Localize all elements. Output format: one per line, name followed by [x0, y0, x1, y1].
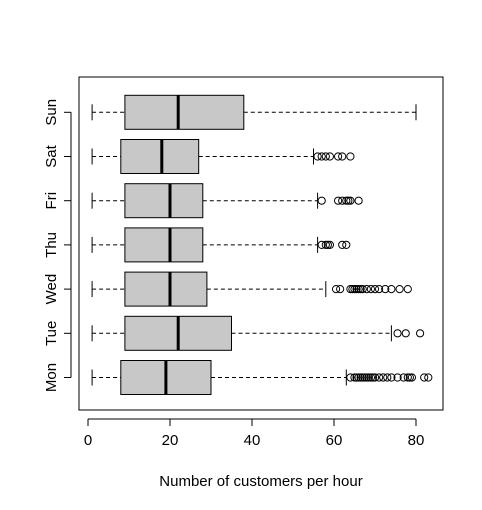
- outlier-point: [346, 152, 355, 161]
- outlier-point: [323, 240, 332, 249]
- x-tick-label: 40: [244, 432, 261, 449]
- outlier-point: [321, 240, 330, 249]
- outlier-point: [399, 373, 408, 382]
- x-tick-label: 80: [408, 432, 425, 449]
- y-tick-label: Wed: [43, 274, 60, 305]
- outlier-point: [356, 373, 365, 382]
- outlier-point: [393, 373, 402, 382]
- outlier-point: [336, 285, 345, 294]
- outlier-point: [358, 373, 367, 382]
- outlier-point: [387, 373, 396, 382]
- box-tue: [91, 315, 425, 351]
- box-iqr: [124, 183, 204, 219]
- box-iqr: [120, 139, 200, 174]
- outlier-point: [360, 373, 369, 382]
- outlier-point: [370, 373, 380, 382]
- outlier-point: [366, 373, 375, 382]
- box-iqr: [124, 271, 208, 307]
- box-wed: [91, 271, 412, 307]
- box-thu: [91, 227, 351, 263]
- box-iqr: [124, 94, 245, 130]
- outlier-point: [338, 196, 347, 205]
- outlier-point: [317, 152, 326, 161]
- outlier-point: [352, 285, 361, 294]
- outlier-point: [346, 373, 355, 382]
- outlier-point: [344, 196, 353, 205]
- outlier-point: [334, 196, 343, 205]
- outlier-point: [364, 373, 373, 382]
- plot-frame: [78, 76, 444, 411]
- x-tick-label: 20: [162, 432, 179, 449]
- outlier-point: [375, 285, 384, 294]
- outlier-point: [346, 196, 355, 205]
- y-tick-label: Fri: [43, 192, 60, 210]
- outlier-point: [342, 196, 351, 205]
- outlier-point: [366, 285, 375, 294]
- outlier-point: [317, 196, 326, 205]
- outlier-point: [350, 285, 359, 294]
- box-sat: [91, 139, 355, 174]
- box-fri: [91, 183, 363, 219]
- outlier-point: [334, 152, 343, 161]
- outlier-point: [381, 285, 390, 294]
- outlier-point: [375, 373, 384, 382]
- y-tick-label: Mon: [43, 363, 60, 392]
- box-sun: [91, 94, 417, 130]
- outlier-point: [317, 240, 326, 249]
- outlier-point: [370, 285, 380, 294]
- outlier-point: [362, 373, 371, 382]
- y-tick-label: Tue: [43, 321, 60, 346]
- x-axis: 0 20 40 60 80: [84, 418, 425, 449]
- y-axis: Mon Tue Wed Thu Fri Sat Sun: [43, 99, 72, 392]
- x-tick-label: 60: [326, 432, 343, 449]
- outlier-point: [387, 285, 396, 294]
- outlier-point: [420, 373, 429, 382]
- outlier-point: [350, 373, 359, 382]
- outlier-point: [346, 285, 355, 294]
- outlier-point: [368, 373, 378, 382]
- outlier-point: [348, 285, 357, 294]
- y-tick-label: Sat: [43, 144, 60, 167]
- outlier-point: [313, 152, 322, 161]
- outlier-point: [405, 373, 414, 382]
- outlier-point: [403, 373, 412, 382]
- outlier-point: [395, 285, 404, 294]
- outlier-point: [342, 240, 351, 249]
- x-axis-title: Number of customers per hour: [159, 473, 362, 490]
- x-tick-label: 0: [84, 432, 92, 449]
- outlier-point: [356, 285, 365, 294]
- box-mon: [91, 360, 433, 395]
- outlier-point: [424, 373, 433, 382]
- boxes-layer: [91, 94, 433, 395]
- outlier-point: [401, 329, 410, 338]
- outlier-point: [379, 373, 388, 382]
- outlier-point: [321, 152, 330, 161]
- outlier-point: [352, 373, 361, 382]
- outlier-point: [358, 285, 367, 294]
- outlier-point: [383, 373, 392, 382]
- box-iqr: [124, 227, 204, 263]
- y-tick-label: Thu: [43, 232, 60, 258]
- outlier-point: [325, 152, 334, 161]
- outlier-point: [403, 285, 412, 294]
- y-tick-label: Sun: [43, 99, 60, 126]
- outlier-point: [393, 329, 402, 338]
- outlier-point: [362, 285, 371, 294]
- outlier-point: [354, 373, 363, 382]
- outlier-point: [354, 285, 363, 294]
- outlier-point: [338, 240, 347, 249]
- outlier-point: [407, 373, 416, 382]
- outlier-point: [325, 240, 334, 249]
- outlier-point: [338, 152, 347, 161]
- outlier-point: [331, 285, 341, 294]
- outlier-point: [354, 196, 363, 205]
- outlier-point: [416, 329, 425, 338]
